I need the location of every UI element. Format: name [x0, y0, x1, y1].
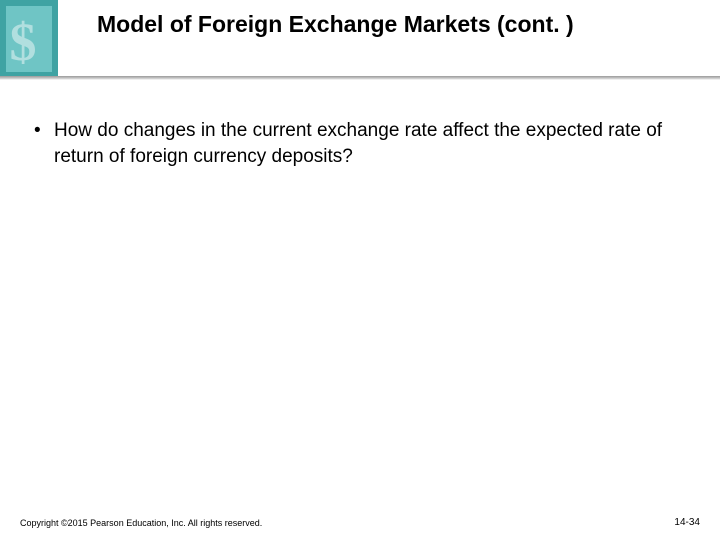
bullet-text: How do changes in the current exchange r…: [54, 118, 692, 169]
slide-footer: Copyright ©2015 Pearson Education, Inc. …: [0, 512, 720, 540]
slide-header: $ Model of Foreign Exchange Markets (con…: [0, 0, 720, 85]
icon-inner-rect: $: [6, 6, 52, 72]
page-number: 14-34: [674, 517, 700, 528]
dollar-icon: $: [10, 11, 37, 73]
bullet-marker: •: [32, 118, 54, 144]
header-rule: [0, 76, 720, 80]
slide-body: • How do changes in the current exchange…: [32, 118, 692, 169]
bullet-item: • How do changes in the current exchange…: [32, 118, 692, 169]
slide-title: Model of Foreign Exchange Markets (cont.…: [97, 10, 687, 39]
header-icon: $: [0, 0, 58, 78]
copyright-text: Copyright ©2015 Pearson Education, Inc. …: [20, 518, 262, 528]
